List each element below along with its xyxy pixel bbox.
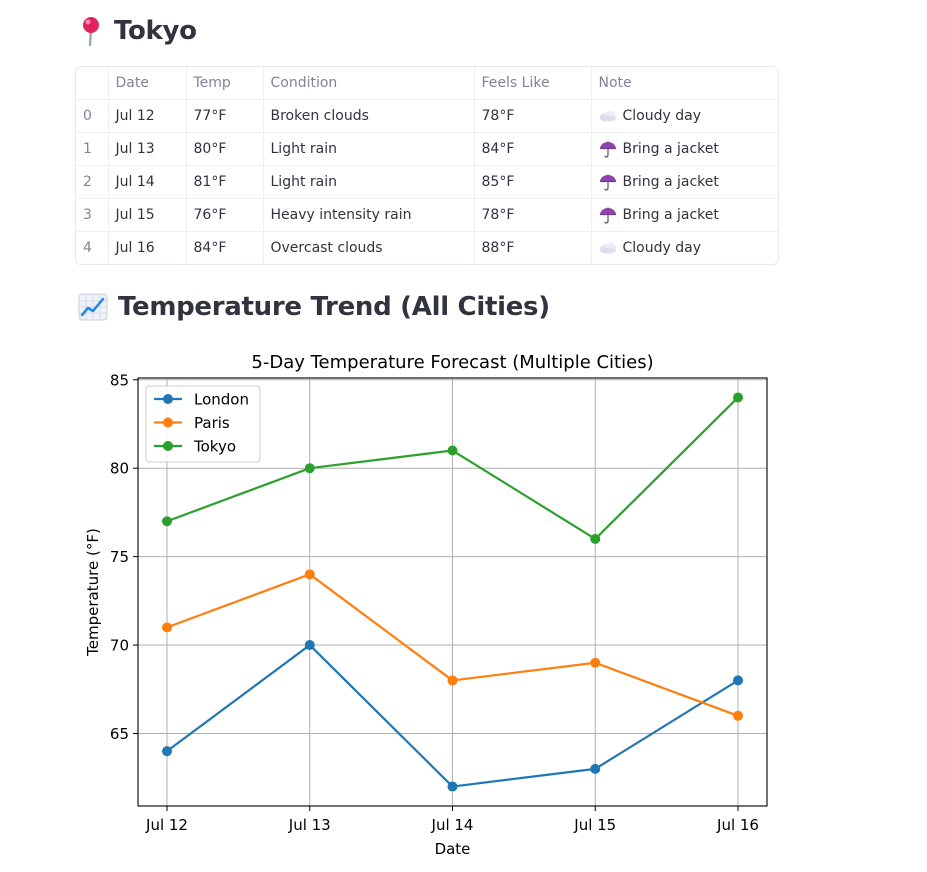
y-tick-label: 80: [110, 460, 129, 478]
legend-label: London: [194, 391, 249, 409]
cell-note: Cloudy day: [591, 232, 778, 265]
cell-temp: 84°F: [186, 231, 264, 264]
row-index: 2: [76, 165, 109, 199]
cloud-icon: [599, 240, 617, 256]
note-text: Bring a jacket: [622, 207, 719, 223]
y-tick-label: 75: [110, 548, 129, 566]
temperature-chart: 5-Day Temperature Forecast (Multiple Cit…: [78, 345, 778, 865]
umbrella-icon: [599, 141, 617, 158]
data-point-london: [304, 640, 315, 651]
y-tick-label: 85: [110, 371, 129, 389]
x-tick-label: Jul 16: [716, 816, 759, 834]
data-point-paris: [590, 657, 601, 668]
data-point-paris: [733, 710, 743, 721]
cell-note: Bring a jacket: [591, 165, 778, 199]
cell-condition: Overcast clouds: [263, 231, 475, 264]
cell-date: Jul 12: [108, 99, 187, 133]
row-index: 0: [76, 99, 109, 133]
note-text: Bring a jacket: [622, 141, 719, 157]
table-row[interactable]: 4 Jul 16 84°F Overcast clouds 88°F Cloudy day: [76, 231, 778, 265]
cell-condition: Heavy intensity rain: [263, 198, 475, 232]
data-point-paris: [304, 569, 315, 580]
column-header-date[interactable]: Date: [108, 67, 187, 100]
y-tick-label: 70: [110, 637, 129, 655]
umbrella-icon: [599, 207, 617, 224]
cell-date: Jul 14: [108, 165, 187, 199]
table-row[interactable]: 3 Jul 15 76°F Heavy intensity rain 78°F Bring…: [76, 198, 778, 232]
y-axis-label: Temperature (°F): [84, 528, 102, 657]
x-tick-label: Jul 13: [288, 816, 331, 834]
table-header-row: Date Temp Condition Feels Like Note: [76, 67, 778, 100]
umbrella-icon: [599, 174, 617, 191]
cell-feels-like: 85°F: [474, 165, 592, 199]
note-text: Cloudy day: [622, 240, 701, 256]
row-index: 4: [76, 231, 109, 264]
data-point-tokyo: [733, 392, 743, 403]
weather-table[interactable]: Date Temp Condition Feels Like Note 0 Jul…: [75, 66, 779, 265]
cell-condition: Light rain: [263, 132, 475, 166]
x-axis-label: Date: [435, 840, 471, 858]
chart-increasing-icon: [78, 293, 108, 321]
cell-feels-like: 88°F: [474, 231, 592, 264]
legend-swatch-marker: [163, 417, 173, 428]
cell-feels-like: 78°F: [474, 99, 592, 133]
legend-box: [145, 385, 261, 463]
data-point-london: [733, 675, 743, 686]
cell-condition: Broken clouds: [263, 99, 475, 133]
x-tick-label: Jul 12: [145, 816, 188, 834]
cell-temp: 81°F: [186, 165, 264, 199]
data-point-paris: [162, 622, 172, 633]
chart-svg: 5-Day Temperature Forecast (Multiple Cit…: [84, 352, 768, 858]
cell-date: Jul 15: [108, 198, 187, 232]
x-tick-label: Jul 15: [573, 816, 616, 834]
x-tick-label: Jul 14: [431, 816, 474, 834]
column-header-temp[interactable]: Temp: [186, 67, 264, 100]
cell-temp: 80°F: [186, 132, 264, 166]
data-point-paris: [447, 675, 458, 686]
legend-label: Tokyo: [193, 438, 236, 456]
cell-feels-like: 84°F: [474, 132, 592, 166]
data-point-london: [590, 763, 601, 774]
data-point-tokyo: [447, 445, 458, 456]
column-header-note[interactable]: Note: [591, 67, 778, 100]
trend-heading: Temperature Trend (All Cities): [78, 292, 550, 322]
column-header-index[interactable]: [76, 67, 109, 100]
table-row[interactable]: 0 Jul 12 77°F Broken clouds 78°F Cloudy day: [76, 99, 778, 133]
legend-swatch-marker: [163, 441, 173, 451]
note-text: Cloudy day: [622, 108, 701, 124]
cell-date: Jul 13: [108, 132, 187, 166]
trend-title: Temperature Trend (All Cities): [118, 292, 550, 322]
cell-condition: Light rain: [263, 165, 475, 199]
table-row[interactable]: 1 Jul 13 80°F Light rain 84°F Bring a jacket: [76, 132, 778, 166]
data-point-london: [447, 781, 458, 792]
cell-feels-like: 78°F: [474, 198, 592, 232]
data-point-tokyo: [162, 516, 172, 527]
data-point-london: [162, 746, 172, 757]
column-header-condition[interactable]: Condition: [263, 67, 475, 100]
row-index: 1: [76, 132, 109, 166]
cloud-icon: [599, 108, 617, 124]
note-text: Bring a jacket: [622, 174, 719, 190]
cell-date: Jul 16: [108, 231, 187, 264]
data-point-tokyo: [304, 463, 315, 474]
y-tick-label: 65: [110, 725, 129, 743]
cell-note: Cloudy day: [591, 99, 778, 133]
legend-swatch-marker: [163, 394, 173, 404]
round-pushpin-icon: [78, 16, 104, 46]
data-point-tokyo: [590, 533, 601, 544]
cell-temp: 77°F: [186, 99, 264, 133]
row-index: 3: [76, 198, 109, 232]
tokyo-heading: Tokyo: [78, 16, 197, 46]
column-header-feels-like[interactable]: Feels Like: [474, 67, 592, 100]
chart-title: 5-Day Temperature Forecast (Multiple Cit…: [251, 352, 653, 373]
legend-label: Paris: [194, 414, 230, 432]
cell-note: Bring a jacket: [591, 198, 778, 232]
cell-note: Bring a jacket: [591, 132, 778, 166]
cell-temp: 76°F: [186, 198, 264, 232]
tokyo-title: Tokyo: [114, 16, 197, 46]
table-row[interactable]: 2 Jul 14 81°F Light rain 85°F Bring a jacket: [76, 165, 778, 199]
